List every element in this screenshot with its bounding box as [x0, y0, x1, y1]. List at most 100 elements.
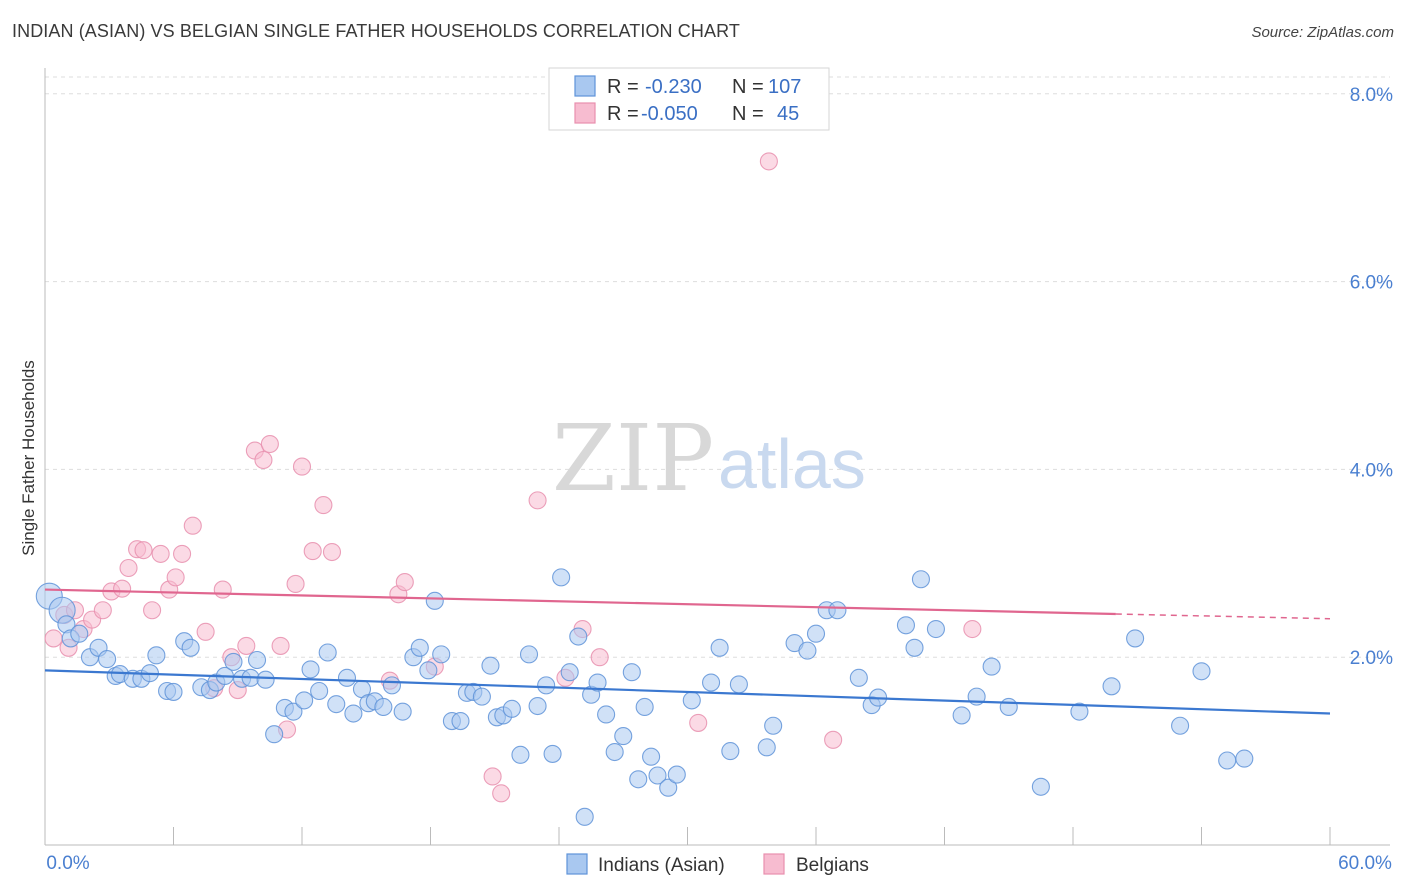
trend-line-belgians [44, 588, 1116, 616]
point-indians [552, 568, 571, 587]
trend-line-indians [44, 669, 1331, 715]
point-indians [425, 591, 444, 610]
point-indians [729, 675, 748, 694]
stats-legend: R = -0.230 N = 107 R = -0.050 N = 45 [548, 67, 830, 131]
point-belgians [44, 629, 63, 648]
point-indians [764, 716, 783, 735]
y-tick-label: 4.0% [1350, 460, 1393, 481]
point-belgians [963, 619, 982, 639]
point-indians [667, 765, 686, 784]
source-credit: Source: ZipAtlas.com [1251, 24, 1394, 41]
point-indians [911, 570, 930, 589]
point-belgians [93, 601, 112, 620]
legend-n-label-belgians: N = [732, 103, 764, 125]
point-indians [318, 643, 337, 662]
point-indians [635, 697, 654, 717]
legend-r-label-indians: R = [607, 76, 639, 98]
legend-r-value-indians: -0.230 [645, 76, 702, 98]
point-indians [569, 627, 588, 646]
point-indians [648, 766, 667, 785]
point-indians [560, 663, 579, 682]
point-indians [410, 638, 429, 657]
point-indians [952, 706, 971, 725]
point-indians [543, 744, 562, 763]
point-indians [1126, 629, 1145, 648]
point-belgians [260, 434, 279, 454]
point-indians [310, 681, 329, 701]
point-indians [982, 657, 1001, 676]
point-indians [181, 638, 200, 657]
point-indians [1171, 716, 1190, 735]
point-indians [905, 638, 924, 657]
point-indians [284, 702, 303, 721]
gridlines [45, 76, 1390, 658]
point-belgians [173, 544, 192, 563]
point-belgians [113, 579, 132, 598]
point-indians [896, 616, 916, 635]
point-indians [511, 745, 530, 764]
point-indians [597, 705, 616, 724]
point-indians [451, 711, 470, 731]
point-belgians [119, 558, 138, 578]
point-belgians [166, 568, 185, 587]
point-indians [682, 691, 701, 710]
point-belgians [483, 767, 502, 786]
point-indians [999, 697, 1018, 717]
point-indians [301, 660, 320, 679]
point-indians [629, 770, 648, 789]
x-tick-label-start: 0.0% [46, 853, 89, 874]
point-belgians [689, 713, 708, 732]
point-indians [337, 668, 357, 687]
series-legend: Indians (Asian) Belgians [566, 853, 869, 876]
point-indians [147, 646, 166, 665]
point-indians [1192, 662, 1211, 681]
point-belgians [213, 580, 232, 599]
point-belgians [196, 622, 215, 641]
point-belgians [134, 541, 153, 560]
point-indians [642, 747, 661, 766]
legend-swatch-indians [574, 75, 596, 97]
point-belgians [314, 496, 333, 515]
point-indians [393, 702, 412, 721]
point-belgians [528, 491, 547, 510]
point-belgians [303, 542, 322, 561]
point-indians [828, 601, 847, 620]
point-indians [575, 807, 594, 826]
legend-swatch-belgians [574, 102, 596, 124]
point-indians [659, 778, 678, 797]
point-indians [1218, 751, 1237, 770]
point-indians [247, 650, 267, 670]
point-indians [537, 676, 556, 695]
point-indians [327, 695, 346, 714]
point-indians [265, 725, 284, 744]
point-indians [1031, 777, 1050, 796]
point-belgians [395, 573, 414, 592]
point-indians [382, 676, 402, 695]
point-belgians [286, 574, 305, 594]
point-indians [622, 663, 641, 682]
point-indians [926, 619, 945, 639]
trend-line-belgians-extension [1115, 613, 1331, 620]
point-indians [757, 738, 776, 757]
point-belgians [237, 636, 256, 655]
point-indians [614, 727, 633, 746]
y-tick-label: 6.0% [1350, 273, 1393, 294]
legend-n-value-indians: 107 [768, 76, 801, 98]
point-belgians [590, 648, 609, 667]
y-tick-label: 2.0% [1350, 648, 1393, 669]
point-indians [588, 673, 607, 692]
point-indians [605, 742, 624, 762]
point-indians [710, 638, 729, 657]
point-indians [1235, 749, 1254, 768]
point-indians [70, 624, 89, 643]
point-indians [702, 673, 721, 692]
data-points [35, 152, 1254, 826]
legend-r-value-belgians: -0.050 [641, 103, 698, 125]
point-indians [806, 624, 826, 643]
tick-labels: 2.0% 4.0% 6.0% 8.0% 0.0% 60.0% [46, 85, 1393, 874]
point-indians [528, 696, 547, 716]
watermark-zip: ZIP [552, 405, 714, 512]
point-belgians [322, 542, 342, 562]
point-belgians [492, 784, 511, 803]
